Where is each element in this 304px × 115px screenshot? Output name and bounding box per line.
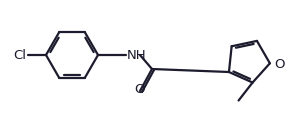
Text: NH: NH xyxy=(127,49,147,62)
Text: Cl: Cl xyxy=(13,49,26,62)
Text: O: O xyxy=(274,57,284,70)
Text: O: O xyxy=(134,82,144,95)
